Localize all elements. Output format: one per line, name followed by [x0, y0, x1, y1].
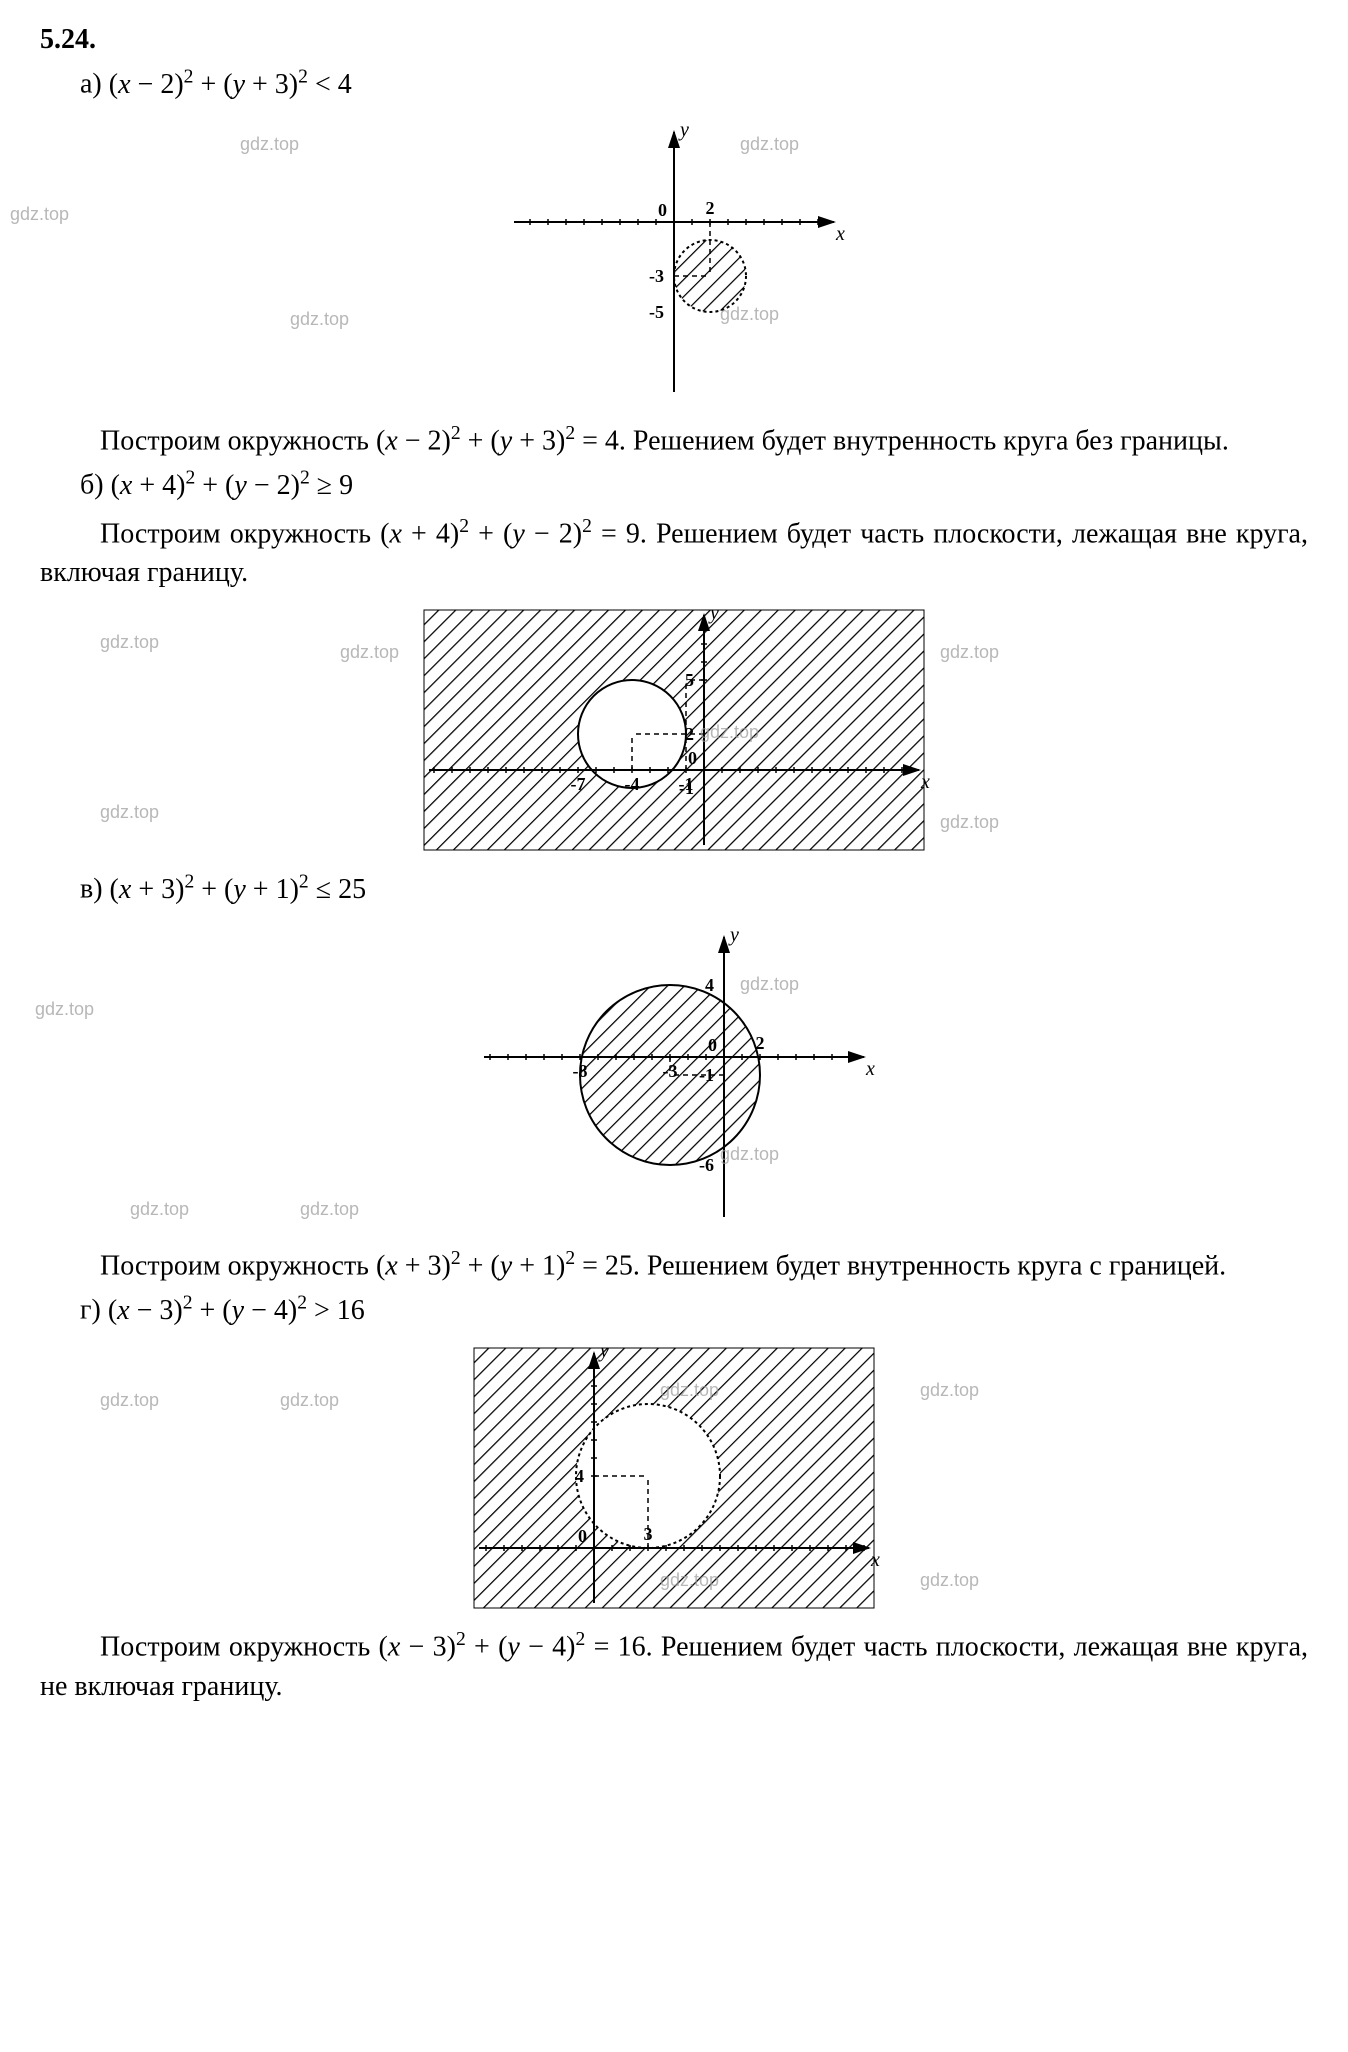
part-b-explanation: Построим окружность (x + 4)2 + (y − 2)2 …	[40, 513, 1308, 593]
watermark: gdz.top	[240, 132, 299, 157]
watermark: gdz.top	[920, 1378, 979, 1403]
chart-d: x y 0 3 4	[464, 1338, 884, 1618]
part-a-explanation: Построим окружность (x − 2)2 + (y + 3)2 …	[40, 420, 1308, 461]
part-d-explanation: Построим окружность (x − 3)2 + (y − 4)2 …	[40, 1626, 1308, 1706]
svg-text:y: y	[728, 924, 739, 946]
watermark: gdz.top	[340, 640, 399, 665]
svg-text:-8: -8	[573, 1061, 588, 1081]
part-b-formula: б) (x + 4)2 + (y − 2)2 ≥ 9	[80, 464, 1308, 505]
part-c-label: в)	[80, 874, 103, 905]
svg-text:2: 2	[756, 1033, 765, 1053]
part-b-expr: (x + 4)2 + (y − 2)2 ≥ 9	[111, 470, 354, 501]
watermark: gdz.top	[100, 800, 159, 825]
watermark: gdz.top	[940, 810, 999, 835]
svg-text:2: 2	[685, 724, 694, 744]
svg-text:0: 0	[708, 1035, 717, 1055]
svg-text:x: x	[835, 223, 845, 245]
svg-text:x: x	[920, 771, 930, 793]
svg-text:x: x	[865, 1058, 875, 1080]
chart-a: x y 0 2 -3 -5	[494, 112, 854, 412]
svg-text:5: 5	[685, 670, 694, 690]
figure-b-wrap: xy0-4-1-725-1 gdz.topgdz.topgdz.topgdz.t…	[40, 600, 1308, 860]
chart-b: xy0-4-1-725-1	[414, 600, 934, 860]
watermark: gdz.top	[100, 630, 159, 655]
svg-text:0: 0	[578, 1526, 587, 1546]
watermark: gdz.top	[100, 1388, 159, 1413]
svg-text:4: 4	[575, 1466, 584, 1486]
watermark: gdz.top	[920, 1568, 979, 1593]
svg-text:y: y	[708, 602, 719, 624]
svg-text:3: 3	[644, 1524, 653, 1544]
part-b-label: б)	[80, 470, 104, 501]
watermark: gdz.top	[290, 307, 349, 332]
watermark: gdz.top	[300, 1197, 359, 1222]
problem-number: 5.24.	[40, 20, 1308, 59]
svg-text:4: 4	[705, 975, 714, 995]
part-c-expr: (x + 3)2 + (y + 1)2 ≤ 25	[110, 874, 367, 905]
svg-text:x: x	[870, 1549, 880, 1571]
svg-text:y: y	[598, 1340, 609, 1362]
part-c-formula: в) (x + 3)2 + (y + 1)2 ≤ 25	[80, 868, 1308, 909]
watermark: gdz.top	[35, 997, 94, 1022]
svg-text:-4: -4	[625, 774, 640, 794]
part-d-formula: г) (x − 3)2 + (y − 4)2 > 16	[80, 1289, 1308, 1330]
figure-c-wrap: xy0-3-82-14-6 gdz.topgdz.topgdz.topgdz.t…	[40, 917, 1308, 1237]
part-d-expr: (x − 3)2 + (y − 4)2 > 16	[108, 1295, 365, 1326]
figure-a-wrap: xy02-3-5 gdz.topgdz.topgdz.topgdz.topgdz…	[40, 112, 1308, 412]
watermark: gdz.top	[130, 1197, 189, 1222]
figure-d-wrap: xy034 gdz.topgdz.topgdz.topgdz.topgdz.to…	[40, 1338, 1308, 1618]
part-d-label: г)	[80, 1295, 101, 1326]
svg-text:-7: -7	[571, 774, 586, 794]
svg-text:0: 0	[688, 748, 697, 768]
svg-text:2: 2	[706, 198, 715, 218]
svg-text:y: y	[678, 119, 689, 141]
watermark: gdz.top	[280, 1388, 339, 1413]
part-a-formula: а) (x − 2)2 + (y + 3)2 < 4	[80, 63, 1308, 104]
svg-text:-3: -3	[649, 266, 664, 286]
svg-text:0: 0	[658, 200, 667, 220]
part-a-expr: (x − 2)2 + (y + 3)2 < 4	[109, 69, 352, 100]
watermark: gdz.top	[940, 640, 999, 665]
svg-text:-3: -3	[663, 1061, 678, 1081]
svg-text:-6: -6	[699, 1155, 714, 1175]
svg-text:-5: -5	[649, 302, 664, 322]
part-c-explanation: Построим окружность (x + 3)2 + (y + 1)2 …	[40, 1245, 1308, 1286]
part-a-label: а)	[80, 69, 102, 100]
svg-text:-1: -1	[699, 1065, 714, 1085]
watermark: gdz.top	[10, 202, 69, 227]
chart-c: x y 0 -3 -8 2 -1 4 -6	[464, 917, 884, 1237]
svg-text:-1: -1	[679, 778, 694, 798]
